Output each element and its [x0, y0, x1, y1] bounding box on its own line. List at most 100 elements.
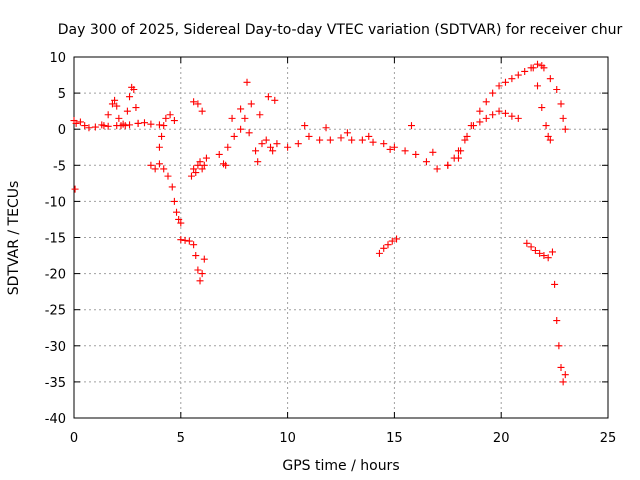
series-rise-1: [155, 111, 178, 151]
data-point: [170, 197, 178, 205]
data-point: [369, 138, 377, 146]
data-markers: [70, 60, 569, 386]
series-tail-1: [177, 236, 208, 285]
data-point: [450, 154, 458, 162]
data-point: [194, 100, 202, 108]
data-point: [514, 114, 522, 122]
data-point: [140, 119, 148, 127]
data-point: [160, 122, 168, 130]
data-point: [555, 342, 563, 350]
series-middle-band: [284, 122, 462, 173]
data-point: [155, 160, 163, 168]
data-point: [155, 143, 163, 151]
data-point: [245, 129, 253, 137]
data-point: [200, 161, 208, 169]
data-point: [175, 215, 183, 223]
data-point: [254, 158, 262, 166]
y-tick-label: -35: [45, 376, 66, 391]
y-tick-label: -5: [53, 159, 66, 174]
data-point: [476, 118, 484, 126]
data-point: [561, 371, 569, 379]
data-point: [166, 111, 174, 119]
y-tick-label: -10: [45, 195, 66, 210]
data-point: [192, 252, 200, 260]
data-point: [546, 136, 554, 144]
data-point: [495, 82, 503, 90]
data-point: [200, 255, 208, 263]
series-fall-tracks: [529, 64, 569, 144]
data-point: [258, 140, 266, 148]
data-point: [553, 85, 561, 93]
series-drop-1: [147, 160, 185, 227]
data-point: [305, 132, 313, 140]
data-point: [130, 85, 138, 93]
data-point: [164, 172, 172, 180]
y-tick-label: -30: [45, 340, 66, 355]
data-point: [380, 244, 388, 252]
data-point: [561, 125, 569, 133]
data-point: [115, 114, 123, 122]
data-point: [273, 140, 281, 148]
data-point: [388, 237, 396, 245]
data-point: [194, 161, 202, 169]
data-point: [155, 121, 163, 129]
chart-title: Day 300 of 2025, Sidereal Day-to-day VTE…: [58, 22, 623, 38]
data-point: [390, 143, 398, 151]
data-point: [256, 111, 264, 119]
data-point: [76, 118, 84, 126]
data-point: [461, 136, 469, 144]
series-cluster-7-9: [215, 78, 281, 169]
series-hump-2: [121, 83, 142, 130]
data-point: [489, 111, 497, 119]
y-axis-title: SDTVAR / TECUs: [6, 181, 22, 296]
data-point: [158, 132, 166, 140]
data-point: [514, 71, 522, 79]
series-upper-rise: [454, 60, 546, 155]
data-point: [126, 93, 134, 101]
data-point: [113, 102, 121, 110]
data-point: [173, 208, 181, 216]
data-point: [343, 129, 351, 137]
data-point: [147, 161, 155, 169]
x-tick-label: 5: [177, 431, 185, 446]
data-point: [196, 277, 204, 285]
data-point: [393, 235, 401, 243]
data-point: [508, 112, 516, 120]
x-axis-ticks: 0 5 10 15 20 25: [70, 57, 616, 446]
data-point: [162, 114, 170, 122]
data-point: [544, 254, 552, 262]
data-point: [546, 75, 554, 83]
data-point: [542, 122, 550, 130]
data-point: [284, 143, 292, 151]
data-point: [401, 147, 409, 155]
series-cluster-5-6: [187, 98, 210, 180]
data-point: [160, 165, 168, 173]
data-point: [534, 60, 542, 68]
data-point: [192, 169, 200, 177]
data-point: [177, 219, 185, 227]
data-point: [326, 136, 334, 144]
data-point: [147, 120, 155, 128]
data-point: [463, 132, 471, 140]
series-outlier: [71, 185, 79, 193]
data-point: [501, 109, 509, 117]
data-point: [536, 249, 544, 257]
data-point: [469, 122, 477, 130]
data-point: [482, 98, 490, 106]
data-point: [108, 100, 116, 108]
series-hump-1: [100, 96, 125, 130]
data-point: [181, 236, 189, 244]
data-point: [412, 150, 420, 158]
data-point: [104, 122, 112, 130]
data-point: [551, 280, 559, 288]
data-point: [531, 246, 539, 254]
data-point: [222, 161, 230, 169]
x-tick-label: 20: [493, 431, 510, 446]
series-short-arc: [375, 235, 401, 257]
data-point: [365, 132, 373, 140]
data-point: [134, 119, 142, 127]
x-tick-label: 10: [279, 431, 296, 446]
data-point: [202, 154, 210, 162]
data-point: [384, 241, 392, 249]
y-tick-label: 5: [58, 87, 66, 102]
